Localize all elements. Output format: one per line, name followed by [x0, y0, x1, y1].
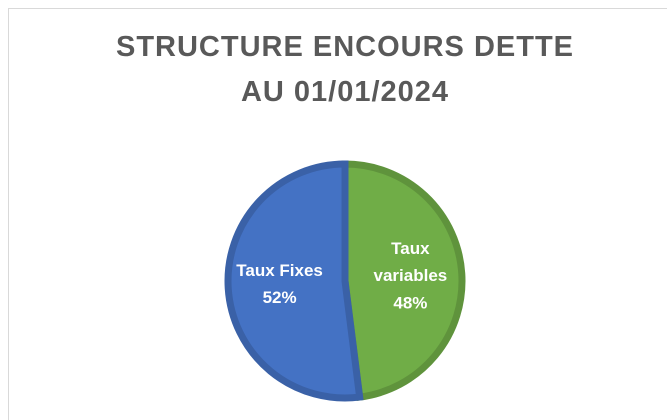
chart-title: STRUCTURE ENCOURS DETTE: [116, 31, 574, 63]
pie-slice: [224, 160, 364, 402]
data-label-value: 48%: [393, 293, 427, 312]
data-label-value: 52%: [263, 288, 297, 307]
data-label-category: Taux Fixes: [236, 261, 323, 280]
data-label-category: Taux variables: [374, 239, 448, 285]
chart-title: AU 01/01/2024: [241, 76, 449, 108]
pie-slice: [341, 160, 466, 401]
